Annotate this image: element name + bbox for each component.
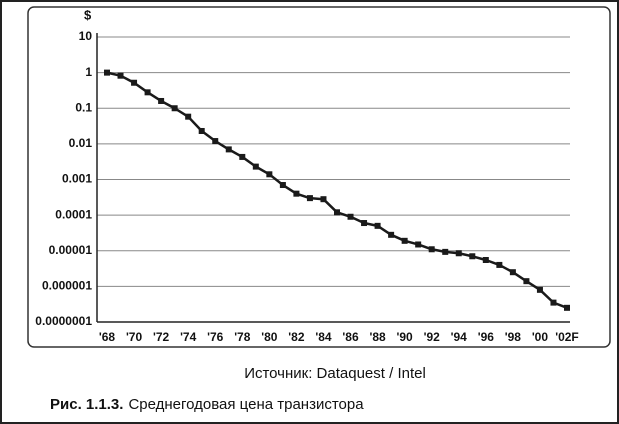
marker (388, 231, 395, 238)
x-tick-label: '80 (261, 330, 278, 344)
marker (496, 261, 503, 268)
x-tick-label: '70 (126, 330, 143, 344)
marker (171, 105, 178, 112)
marker (401, 237, 408, 244)
marker (212, 138, 219, 145)
y-tick-label: 0.000001 (42, 279, 92, 293)
marker (482, 256, 489, 263)
marker (225, 146, 232, 153)
marker (293, 190, 300, 197)
x-tick-label: '92 (424, 330, 441, 344)
caption-text: Среднегодовая цена транзистора (128, 396, 364, 413)
marker (117, 72, 124, 79)
marker (361, 220, 368, 227)
caption: Рис. 1.1.3. Среднегодовая цена транзистор… (50, 396, 364, 413)
marker (523, 278, 530, 285)
x-tick-label: '74 (180, 330, 197, 344)
marker (158, 97, 165, 104)
caption-label: Рис. 1.1.3. (50, 396, 123, 413)
marker (306, 195, 313, 202)
x-tick-label: '88 (369, 330, 386, 344)
x-tick-label: '86 (342, 330, 359, 344)
y-tick-label: 10 (79, 29, 93, 43)
marker (536, 286, 543, 293)
marker (455, 250, 462, 257)
x-tick-label: '82 (288, 330, 305, 344)
marker (131, 79, 138, 86)
x-tick-label: '94 (451, 330, 468, 344)
x-tick-label: '96 (478, 330, 495, 344)
marker (442, 248, 449, 255)
x-tick-label: '68 (99, 330, 116, 344)
x-tick-label: '76 (207, 330, 224, 344)
marker (104, 69, 110, 76)
x-tick-label: '78 (234, 330, 251, 344)
marker (550, 299, 557, 306)
x-tick-label: '98 (505, 330, 522, 344)
y-tick-label: 0.0001 (55, 207, 92, 221)
marker (198, 127, 205, 134)
x-tick-label: '84 (315, 330, 332, 344)
x-tick-label: '00 (532, 330, 549, 344)
source: Источник: Dataquest / Intel (244, 365, 426, 382)
marker (509, 269, 516, 276)
x-tick-label: '02F (555, 330, 579, 344)
chart-frame (27, 6, 611, 348)
marker (239, 153, 246, 160)
marker (279, 182, 286, 189)
marker (320, 196, 327, 203)
x-tick-label: '90 (397, 330, 414, 344)
y-tick-label: 0.00001 (49, 243, 93, 257)
marker (415, 241, 422, 248)
x-tick-label: '72 (153, 330, 170, 344)
y-tick-label: 0.0000001 (35, 314, 92, 328)
marker (144, 89, 151, 96)
marker (334, 209, 340, 216)
marker (185, 113, 192, 120)
marker (252, 163, 259, 170)
marker (564, 304, 570, 311)
y-tick-label: 0.1 (75, 100, 92, 114)
marker (347, 213, 354, 220)
y-axis-label: $ (84, 7, 92, 22)
y-tick-label: 0.01 (69, 136, 93, 150)
marker (428, 246, 435, 253)
marker (266, 171, 273, 178)
y-tick-label: 1 (85, 65, 92, 79)
marker (469, 253, 476, 260)
marker (374, 222, 381, 229)
y-tick-label: 0.001 (62, 172, 92, 186)
